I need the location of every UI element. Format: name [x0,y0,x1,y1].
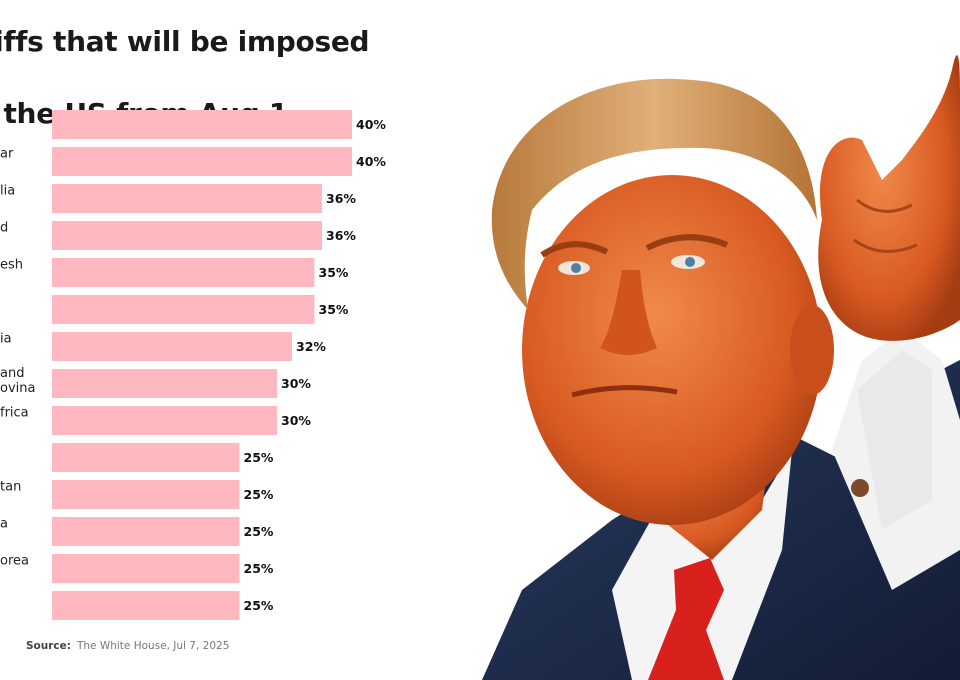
category-label-8: frica [0,406,29,421]
bar-6 [52,332,292,361]
bar-8 [52,406,277,435]
bar-13 [52,591,240,620]
value-label-6: 32% [296,339,326,354]
value-label-9: 25% [244,450,274,465]
face [522,175,822,525]
value-label-10: 25% [244,487,274,502]
bar-12 [52,554,240,583]
value-label-5: 35% [319,302,349,317]
bar-9 [52,443,240,472]
category-label-2: lia [0,184,15,199]
mouth [571,385,678,398]
bar-7 [52,369,277,398]
bar-1 [52,147,352,176]
value-label-7: 30% [281,376,311,391]
category-label-7: and ovina [0,366,35,396]
red-tie [648,558,724,680]
person-pointing-photo [482,55,960,680]
value-label-3: 36% [326,228,356,243]
tariff-bar-chart: 40% 40% ar 36% lia 36% d 35% esh 35% 32% ia 30% and ov… [0,110,386,620]
chart-title-line-1: ariffs that will be imposed on [0,25,370,94]
category-label-10: tan [0,480,21,495]
bar-5 [52,295,315,324]
bar-4 [52,258,315,287]
source-note: Source: The White House, Jul 7, 2025 [26,640,229,652]
value-label-12: 25% [244,561,274,576]
bar-2 [52,184,322,213]
value-label-1: 40% [356,154,386,169]
category-label-6: ia [0,332,12,347]
bar-10 [52,480,240,509]
bar-3 [52,221,322,250]
source-label: Source: [26,640,71,652]
category-label-3: d [0,221,8,236]
category-label-1: ar [0,147,14,162]
bar-11 [52,517,240,546]
pointing-hand [818,55,960,341]
hair [491,78,817,310]
category-label-11: a [0,517,8,532]
source-text: The White House, Jul 7, 2025 [76,640,230,652]
value-label-11: 25% [244,524,274,539]
value-label-8: 30% [281,413,311,428]
category-label-12: orea [0,554,29,569]
value-label-13: 25% [244,598,274,613]
value-label-4: 35% [319,265,349,280]
category-label-4: esh [0,258,23,273]
value-label-2: 36% [326,191,356,206]
bar-0 [52,110,352,139]
value-label-0: 40% [356,117,386,132]
